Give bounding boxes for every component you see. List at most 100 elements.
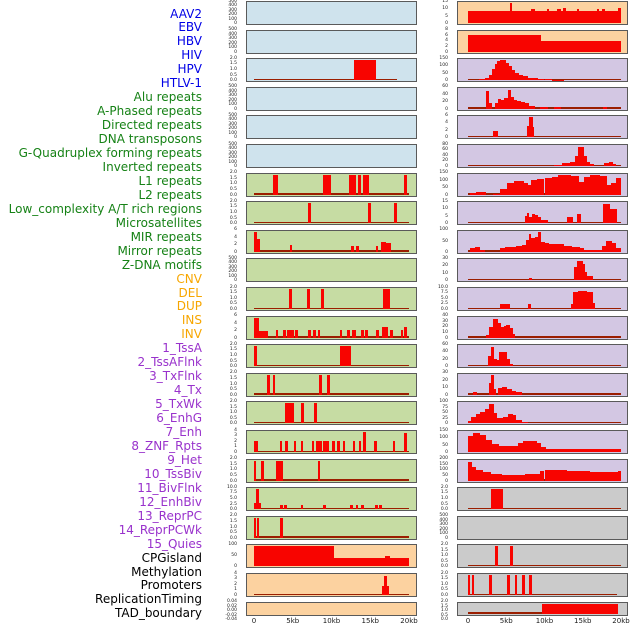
- y-tick-label: 5: [445, 213, 448, 219]
- y-tick-label: 0.0: [229, 221, 237, 227]
- plot-area-mir-repeats: [254, 460, 409, 481]
- signal-bar: [484, 409, 489, 424]
- signal-bar: [488, 382, 491, 395]
- track-label-tad-boundary: TAD_boundary: [114, 606, 202, 621]
- track-label-hpv: HPV: [177, 62, 202, 77]
- plot-area-mirror-repeats: [254, 489, 409, 510]
- signal-bar: [379, 504, 382, 510]
- signal-bar: [319, 374, 323, 395]
- signal-bar: [590, 250, 602, 252]
- track-label-1-tssa: 1_TssA: [162, 341, 202, 356]
- y-tick-label: 1.5: [229, 61, 237, 67]
- y-tick-label: 0.0: [440, 307, 448, 312]
- signal-baseline: [254, 336, 409, 338]
- plot-area-12-enhbiv: [468, 375, 621, 395]
- y-tick-label: 50: [442, 70, 448, 76]
- signal-bar: [507, 89, 511, 109]
- signal-baseline: [468, 393, 621, 395]
- signal-bar: [537, 231, 542, 252]
- y-tick-label: 5.0: [229, 495, 237, 501]
- signal-bar: [491, 69, 495, 81]
- y-tick-label: 1.0: [440, 608, 448, 613]
- signal-bar: [579, 248, 585, 252]
- signal-bar: [275, 329, 279, 338]
- y-tick-label: 0.0: [229, 535, 237, 541]
- signal-bar: [515, 72, 520, 81]
- signal-bar: [360, 329, 364, 338]
- y-tick-label: 2: [234, 242, 237, 248]
- signal-bar: [323, 504, 326, 510]
- signal-bar: [577, 261, 583, 281]
- track-label-8-znf-rpts: 8_ZNF_Rpts: [131, 438, 202, 453]
- signal-baseline: [254, 250, 409, 252]
- y-tick-label: 4: [234, 570, 237, 576]
- signal-bar: [526, 126, 530, 138]
- signal-bar: [606, 240, 612, 252]
- y-axis-ticks-z-dna-motifs: 2.0 1.5 1.0 0.5 0.0: [203, 514, 241, 541]
- y-tick-label: 300: [228, 7, 237, 13]
- signal-bar: [375, 329, 379, 338]
- chart-alu-repeats: [246, 172, 417, 197]
- signal-baseline: [254, 221, 409, 224]
- plot-area-a-phased-repeats: [254, 203, 409, 224]
- y-tick-label: 1.0: [229, 467, 237, 473]
- signal-bar: [564, 245, 573, 252]
- y-tick-label: 0.0: [440, 593, 448, 598]
- signal-bar: [308, 329, 312, 338]
- y-tick-label: 150: [439, 55, 448, 61]
- y-tick-label: 400: [228, 260, 237, 266]
- track-label-hiv: HIV: [181, 48, 202, 63]
- signal-bar: [288, 289, 292, 309]
- signal-bar: [472, 575, 475, 595]
- plot-area-microsatellites: [254, 432, 409, 452]
- chart-2-tssaflnk: [457, 86, 628, 111]
- y-tick-label: 2: [234, 581, 237, 587]
- signal-bar: [529, 216, 532, 224]
- y-tick-label: 500: [228, 84, 237, 90]
- signal-bar: [336, 440, 340, 452]
- signal-bar: [534, 214, 538, 224]
- signal-bar: [333, 558, 385, 567]
- y-tick-label: 2.0: [440, 570, 448, 576]
- y-tick-label: 40: [442, 349, 448, 355]
- signal-bar: [536, 443, 542, 452]
- y-tick-label: 400: [228, 3, 237, 8]
- chart-hpv: [246, 115, 417, 140]
- y-tick-label: 0: [234, 450, 237, 455]
- chart-a-phased-repeats: [246, 201, 417, 226]
- y-tick-label: 500: [228, 0, 237, 4]
- plot-area-4-tx: [468, 146, 621, 166]
- signal-bar: [501, 387, 507, 395]
- signal-bar: [254, 331, 269, 338]
- track-label-promoters: Promoters: [140, 578, 202, 593]
- y-tick-label: 1.0: [229, 410, 237, 416]
- y-tick-label: 1.0: [440, 495, 448, 501]
- signal-bar: [254, 231, 258, 252]
- track-label-cnv: CNV: [176, 271, 202, 286]
- signal-bar: [365, 329, 368, 338]
- chart-cpgisland: [457, 487, 628, 512]
- y-tick-label: 1.5: [229, 175, 237, 181]
- signal-bar: [562, 163, 570, 166]
- signal-bar: [525, 474, 540, 481]
- signal-bar: [532, 127, 535, 138]
- signal-bar: [362, 432, 366, 452]
- plot-area-cpgisland: [468, 489, 621, 510]
- y-tick-label: 1.5: [229, 518, 237, 524]
- y-tick-label: 0: [234, 106, 237, 112]
- y-tick-label: 0.0: [229, 392, 237, 398]
- plot-area-z-dna-motifs: [254, 517, 409, 538]
- y-tick-label: 4: [445, 120, 448, 126]
- signal-bar: [349, 174, 357, 195]
- y-tick-label: 0: [445, 164, 448, 169]
- signal-baseline: [254, 193, 409, 195]
- signal-bar: [533, 78, 539, 81]
- signal-bar: [260, 460, 264, 481]
- plot-area-13-reprpc: [468, 403, 621, 424]
- chart-htlv-1: [246, 144, 417, 168]
- signal-bar: [317, 460, 321, 481]
- y-axis-ticks-14-reprpcwk: 150 100 50 0: [414, 428, 452, 456]
- signal-bar: [611, 242, 617, 252]
- signal-bar: [490, 474, 503, 481]
